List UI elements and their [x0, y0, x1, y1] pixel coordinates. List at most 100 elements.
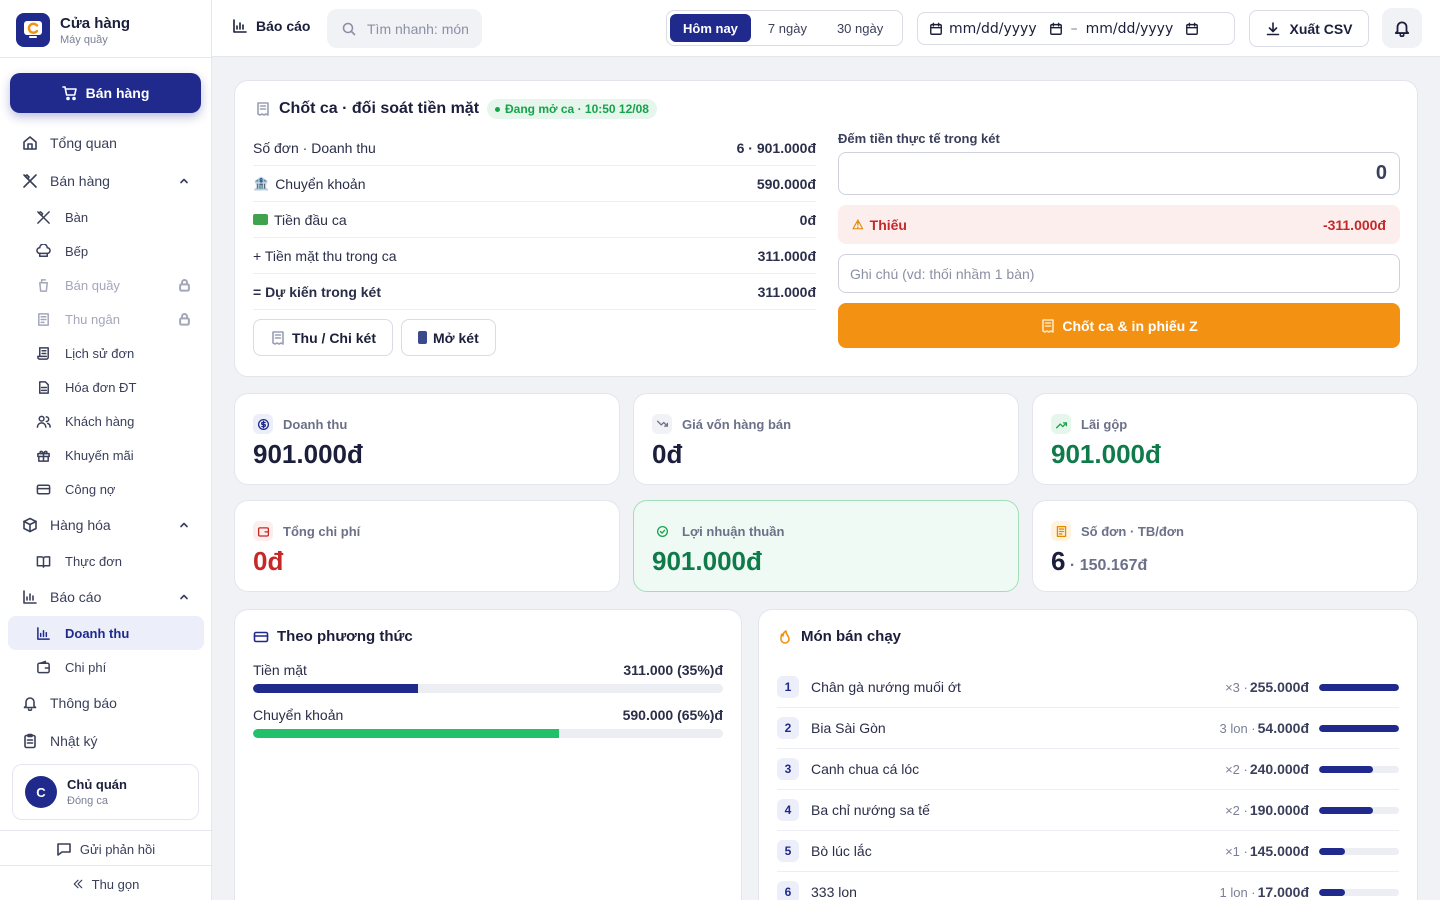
notifications-button[interactable]: [1382, 8, 1422, 48]
close-shift-button[interactable]: Chốt ca & in phiếu Z: [838, 303, 1400, 348]
shift-actions: Thu / Chi két Mở két: [253, 319, 496, 356]
sidebar-item-tables[interactable]: Bàn: [8, 200, 204, 234]
summary-label: = Dự kiến trong két: [253, 283, 381, 300]
payment-methods-title: Theo phương thức: [253, 628, 413, 645]
stat-label: Tổng chi phí: [283, 523, 361, 539]
sidebar-item-label: Công nợ: [65, 481, 116, 497]
avatar: C: [25, 776, 57, 808]
sidebar-item-expenses[interactable]: Chi phí: [8, 650, 204, 684]
calendar-icon[interactable]: [1049, 22, 1063, 36]
range-today-button[interactable]: Hôm nay: [670, 14, 751, 42]
cash-icon: [253, 214, 268, 225]
search-input[interactable]: Tìm nhanh: món: [327, 9, 482, 48]
user-card[interactable]: C Chủ quán Đóng ca: [12, 764, 199, 820]
stat-order-count: Số đơn · TB/đơn 6 · 150.167đ: [1032, 500, 1418, 592]
sidebar-item-customers[interactable]: Khách hàng: [8, 404, 204, 438]
bestseller-name: Chân gà nướng muối ớt: [811, 679, 961, 695]
summary-value: 0đ: [799, 211, 816, 228]
download-icon: [1267, 21, 1280, 35]
payment-method-label: Tiền mặt: [253, 662, 307, 678]
sidebar-item-label: Bàn: [65, 209, 89, 225]
calendar-icon[interactable]: [1185, 22, 1199, 36]
sidebar-group-products[interactable]: Hàng hóa: [8, 506, 204, 544]
bestseller-item: 3 Canh chua cá lóc ×2 · 240.000đ: [777, 749, 1399, 790]
sidebar-item-debt[interactable]: Công nợ: [8, 472, 204, 506]
range-7-days-button[interactable]: 7 ngày: [767, 20, 807, 36]
feedback-button[interactable]: Gửi phản hồi: [0, 838, 211, 860]
sidebar-item-notifications[interactable]: Thông báo: [8, 684, 204, 722]
sidebar-item-order-history[interactable]: Lịch sử đơn: [8, 336, 204, 370]
stat-label: Doanh thu: [283, 416, 348, 432]
open-drawer-label: Mở két: [433, 329, 479, 346]
sidebar-item-counter-sale[interactable]: Bán quầy: [8, 268, 204, 302]
cash-in-out-button[interactable]: Thu / Chi két: [253, 319, 393, 356]
shift-note-input[interactable]: Ghi chú (vd: thối nhầm 1 bàn): [838, 254, 1400, 293]
sidebar-item-menu[interactable]: Thực đơn: [8, 544, 204, 578]
bestseller-qty: ×2 ·: [1225, 761, 1248, 777]
trending-up-icon: [1051, 414, 1071, 434]
sidebar-item-e-invoice[interactable]: Hóa đơn ĐT: [8, 370, 204, 404]
sidebar-item-cashier[interactable]: Thu ngân: [8, 302, 204, 336]
receipt-icon: [38, 312, 49, 326]
export-csv-button[interactable]: Xuất CSV: [1249, 10, 1369, 47]
calendar-icon: [930, 22, 942, 35]
cart-icon: [61, 86, 77, 101]
summary-label: Tiền đầu ca: [274, 211, 347, 228]
receipt-icon: [1042, 318, 1055, 333]
page-title: Báo cáo: [232, 18, 310, 34]
bestseller-rank: 5: [777, 840, 799, 862]
search-icon: [342, 22, 356, 35]
payment-method-bar: [253, 729, 723, 738]
collapse-sidebar-button[interactable]: Thu gọn: [0, 873, 211, 895]
sidebar-item-kitchen[interactable]: Bếp: [8, 234, 204, 268]
bestseller-bar: [1319, 724, 1399, 732]
bestseller-name: Canh chua cá lóc: [811, 761, 920, 777]
cash-count-input[interactable]: 0: [838, 152, 1400, 195]
cash-shortage-alert: ⚠ Thiếu -311.000đ: [838, 205, 1400, 244]
bestseller-bar-fill: [1319, 683, 1399, 691]
sidebar-group-reports[interactable]: Báo cáo: [8, 578, 204, 616]
sidebar-group-sales[interactable]: Bán hàng: [8, 162, 204, 200]
summary-value: 6 · 901.000đ: [736, 139, 816, 156]
sidebar-item-revenue[interactable]: Doanh thu: [8, 616, 204, 650]
users-icon: [36, 415, 51, 428]
stat-gross-profit: Lãi gộp 901.000đ: [1032, 393, 1418, 485]
sidebar-item-log[interactable]: Nhật ký: [8, 722, 204, 760]
bestseller-name: Bò lúc lắc: [811, 843, 872, 859]
chef-hat-icon: [36, 243, 51, 257]
sidebar-item-label: Bán hàng: [50, 173, 110, 189]
wallet-icon: [37, 660, 50, 673]
topbar: Báo cáo Tìm nhanh: món Hôm nay 7 ngày 30…: [212, 0, 1440, 57]
bestseller-amount: 190.000đ: [1249, 802, 1309, 818]
stat-total-expenses: Tổng chi phí 0đ: [234, 500, 620, 592]
date-from-input[interactable]: mm/dd/yyyy: [949, 21, 1063, 37]
bar-chart-icon: [37, 626, 50, 640]
stat-label: Lãi gộp: [1081, 416, 1128, 432]
lock-icon: [179, 279, 190, 292]
sidebar-divider: [0, 830, 211, 831]
sidebar-item-overview[interactable]: Tổng quan: [8, 124, 204, 162]
bestseller-amount: 145.000đ: [1249, 843, 1309, 859]
shortage-value: -311.000đ: [1322, 216, 1386, 233]
bestseller-qty: ×2 ·: [1225, 802, 1248, 818]
open-drawer-button[interactable]: Mở két: [401, 319, 496, 356]
cash-in-out-label: Thu / Chi két: [292, 329, 376, 346]
bestseller-rank: 2: [777, 717, 799, 739]
receipt-icon: [257, 102, 269, 116]
cash-drawer-icon: [418, 331, 427, 344]
bestseller-bar-fill: [1319, 847, 1346, 855]
bar-chart-icon: [23, 590, 37, 604]
brand-subtitle: Máy quầy: [60, 33, 108, 46]
sidebar-item-promotions[interactable]: Khuyến mãi: [8, 438, 204, 472]
stat-revenue: Doanh thu 901.000đ: [234, 393, 620, 485]
bestseller-item: 4 Ba chỉ nướng sa tế ×2 · 190.000đ: [777, 790, 1399, 831]
summary-row: Tiền đầu ca 0đ: [253, 202, 816, 238]
brand[interactable]: Cửa hàng Máy quầy: [16, 13, 130, 47]
bestseller-rank: 6: [777, 881, 799, 900]
sidebar-item-label: Tổng quan: [50, 135, 117, 151]
date-to-input[interactable]: mm/dd/yyyy: [1086, 21, 1200, 37]
bestseller-list: 1 Chân gà nướng muối ớt ×3 · 255.000đ 2 Bia…: [777, 667, 1399, 900]
stat-value: 0đ: [652, 439, 683, 469]
sell-button[interactable]: Bán hàng: [10, 73, 201, 113]
range-30-days-button[interactable]: 30 ngày: [836, 20, 884, 36]
